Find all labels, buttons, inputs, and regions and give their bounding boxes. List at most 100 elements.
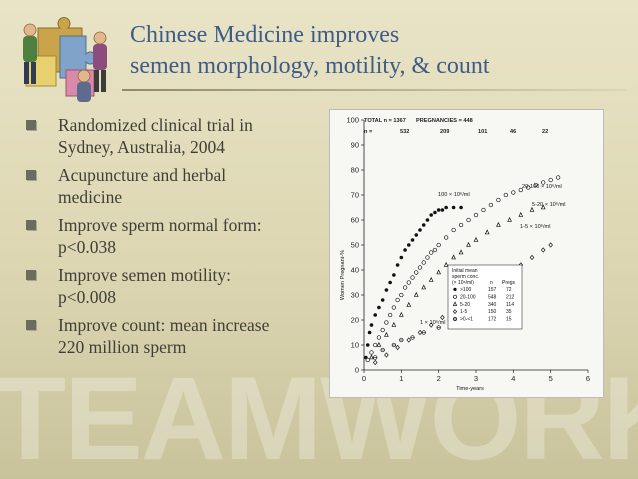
data-point	[443, 261, 449, 267]
chart-axes: 0 10 20 30 40 50 60 70 80 90 100 0 1 2 3 4 5 6	[346, 116, 590, 384]
data-point	[421, 260, 426, 265]
y-tick-label: 40	[351, 266, 359, 275]
bullet-item: Improve sperm normal form: p<0.038	[12, 214, 322, 258]
data-point	[511, 190, 516, 195]
legend-range: 1-5	[460, 309, 467, 315]
slide-title: Chinese Medicine improves semen morpholo…	[130, 20, 610, 82]
data-point	[458, 249, 464, 255]
x-tick-label: 3	[474, 374, 478, 383]
legend-title: sperm conc.	[452, 274, 479, 280]
legend-symbol	[452, 309, 458, 315]
bullet-item: Improve count: mean increase 220 million…	[12, 314, 322, 358]
data-point	[395, 263, 400, 267]
data-point	[507, 216, 512, 222]
data-point	[413, 291, 419, 297]
data-point	[384, 288, 389, 292]
legend-n: 548	[488, 294, 497, 300]
y-tick-label: 80	[351, 166, 359, 175]
data-point	[436, 269, 442, 275]
y-axis-label: Women Pregnant-%	[340, 250, 346, 300]
puzzle-teamwork-icon	[23, 17, 107, 102]
bullet-text: Randomized clinical trial in	[58, 115, 253, 135]
bullet-text: Improve count: mean increase	[58, 315, 270, 335]
legend-range: 20-100	[460, 294, 476, 300]
legend-range: >100	[460, 287, 471, 293]
y-tick-label: 10	[351, 341, 359, 350]
data-point	[421, 223, 426, 227]
data-point	[399, 292, 404, 298]
y-tick-label: 30	[351, 291, 359, 300]
data-point	[436, 208, 441, 212]
data-point	[365, 357, 370, 363]
legend-symbol	[453, 287, 457, 291]
data-point	[391, 305, 397, 310]
bullet-item: Acupuncture and herbal medicine	[12, 164, 322, 208]
chart-marks	[364, 175, 561, 366]
legend-range: 5-20	[460, 302, 470, 308]
data-point	[369, 350, 374, 355]
data-point	[407, 243, 411, 247]
data-point	[376, 341, 382, 347]
x-tick-label: 6	[586, 374, 590, 383]
legend-pregs: 72	[506, 287, 512, 293]
data-point	[433, 210, 437, 215]
data-point	[518, 211, 524, 217]
bullet-square-icon	[26, 270, 36, 280]
chart-legend: Initial mean sperm conc. (× 10⁶/ml) n Pr…	[447, 264, 523, 330]
data-point	[418, 228, 422, 232]
data-point	[451, 205, 456, 210]
data-point	[391, 321, 397, 327]
x-tick-label: 5	[549, 374, 553, 383]
data-point	[429, 250, 434, 255]
title-line-2: semen morphology, motility, & count	[130, 53, 490, 79]
header-n-value: 209	[440, 129, 449, 135]
data-point	[429, 213, 433, 217]
data-point	[473, 212, 479, 218]
x-tick-label: 0	[362, 374, 366, 383]
x-tick-label: 4	[511, 374, 515, 383]
data-point	[392, 273, 396, 277]
data-point	[410, 238, 415, 242]
annotation-20-100: 20-100 × 10⁶/ml	[522, 183, 562, 190]
title-line-1: Chinese Medicine improves	[130, 22, 400, 48]
data-point	[440, 208, 445, 212]
y-tick-label: 70	[351, 191, 359, 200]
data-point	[436, 242, 441, 248]
data-point	[440, 314, 445, 321]
legend-n: 157	[488, 287, 497, 293]
data-point	[529, 206, 535, 212]
header-total: TOTAL n = 1367	[364, 118, 406, 124]
legend-pregs-head: Pregs	[502, 280, 516, 286]
data-point	[373, 313, 377, 317]
data-point	[365, 343, 370, 347]
data-point	[451, 227, 456, 233]
bullet-text: p<0.008	[58, 287, 116, 307]
data-point	[548, 177, 553, 183]
y-tick-label: 60	[351, 216, 359, 225]
data-point	[425, 218, 430, 222]
legend-col-head: (× 10⁶/ml)	[452, 280, 474, 286]
data-point	[384, 352, 389, 358]
data-point	[403, 248, 407, 252]
x-axis-label: Time-years	[456, 386, 484, 392]
bullet-item: Randomized clinical trial in Sydney, Aus…	[12, 114, 322, 158]
legend-title: Initial mean	[452, 268, 478, 274]
bullet-square-icon	[26, 120, 36, 130]
header-n-value: 46	[510, 129, 516, 135]
legend-pregs: 114	[506, 302, 514, 308]
data-point	[533, 182, 538, 188]
data-point	[406, 280, 411, 285]
bullet-list: Randomized clinical trial in Sydney, Aus…	[12, 114, 322, 364]
legend-pregs: 35	[506, 309, 512, 315]
data-point	[503, 192, 509, 198]
data-point	[541, 180, 546, 185]
bullet-text: Improve semen motility:	[58, 265, 232, 285]
x-tick-label: 2	[437, 374, 441, 383]
data-point	[451, 254, 456, 260]
data-point	[380, 327, 385, 333]
data-point	[376, 335, 382, 340]
bullet-square-icon	[26, 170, 36, 180]
bullet-text: Acupuncture and herbal	[58, 165, 227, 185]
data-point	[488, 202, 494, 208]
data-point	[444, 205, 448, 210]
